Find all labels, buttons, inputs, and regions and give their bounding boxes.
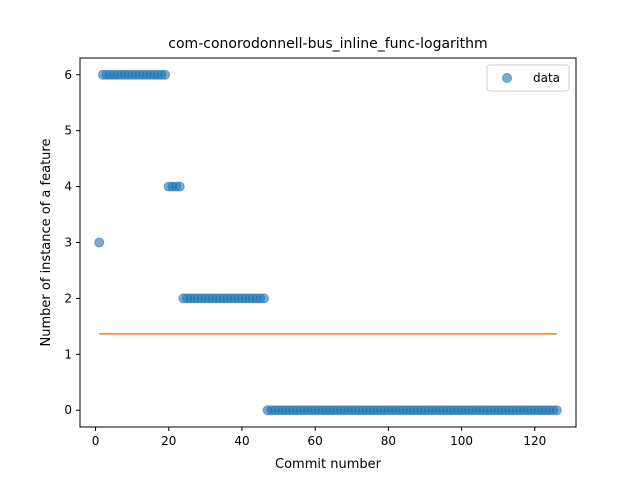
legend-box <box>486 64 570 92</box>
x-tick-label: 0 <box>92 434 100 448</box>
legend-marker-data <box>502 73 512 83</box>
x-tick-label: 100 <box>450 434 473 448</box>
y-tick-label: 1 <box>64 347 72 361</box>
y-tick-label: 5 <box>64 124 72 138</box>
y-tick-label: 0 <box>64 403 72 417</box>
data-point <box>174 181 185 192</box>
x-tick-label: 60 <box>308 434 323 448</box>
data-point <box>94 237 105 248</box>
y-axis-label: Number of instance of a feature <box>39 139 54 347</box>
data-point <box>258 293 269 304</box>
chart-title: com-conorodonnell-bus_inline_func-logari… <box>168 36 487 52</box>
y-tick-label: 6 <box>64 68 72 82</box>
plot-area <box>94 69 562 416</box>
x-axis-label: Commit number <box>275 457 382 472</box>
y-tick-label: 3 <box>64 236 72 250</box>
axis-ticks: 0 20 40 60 80 100 120 0 1 2 3 4 5 6 <box>64 68 546 448</box>
y-tick-label: 2 <box>64 291 72 305</box>
legend: data <box>486 64 570 92</box>
legend-entry-data: data <box>533 71 560 85</box>
x-tick-label: 40 <box>234 434 249 448</box>
x-tick-label: 120 <box>523 434 546 448</box>
y-tick-label: 4 <box>64 180 72 194</box>
data-point <box>160 69 171 80</box>
x-tick-label: 20 <box>161 434 176 448</box>
x-tick-label: 80 <box>381 434 396 448</box>
data-point <box>551 405 562 416</box>
